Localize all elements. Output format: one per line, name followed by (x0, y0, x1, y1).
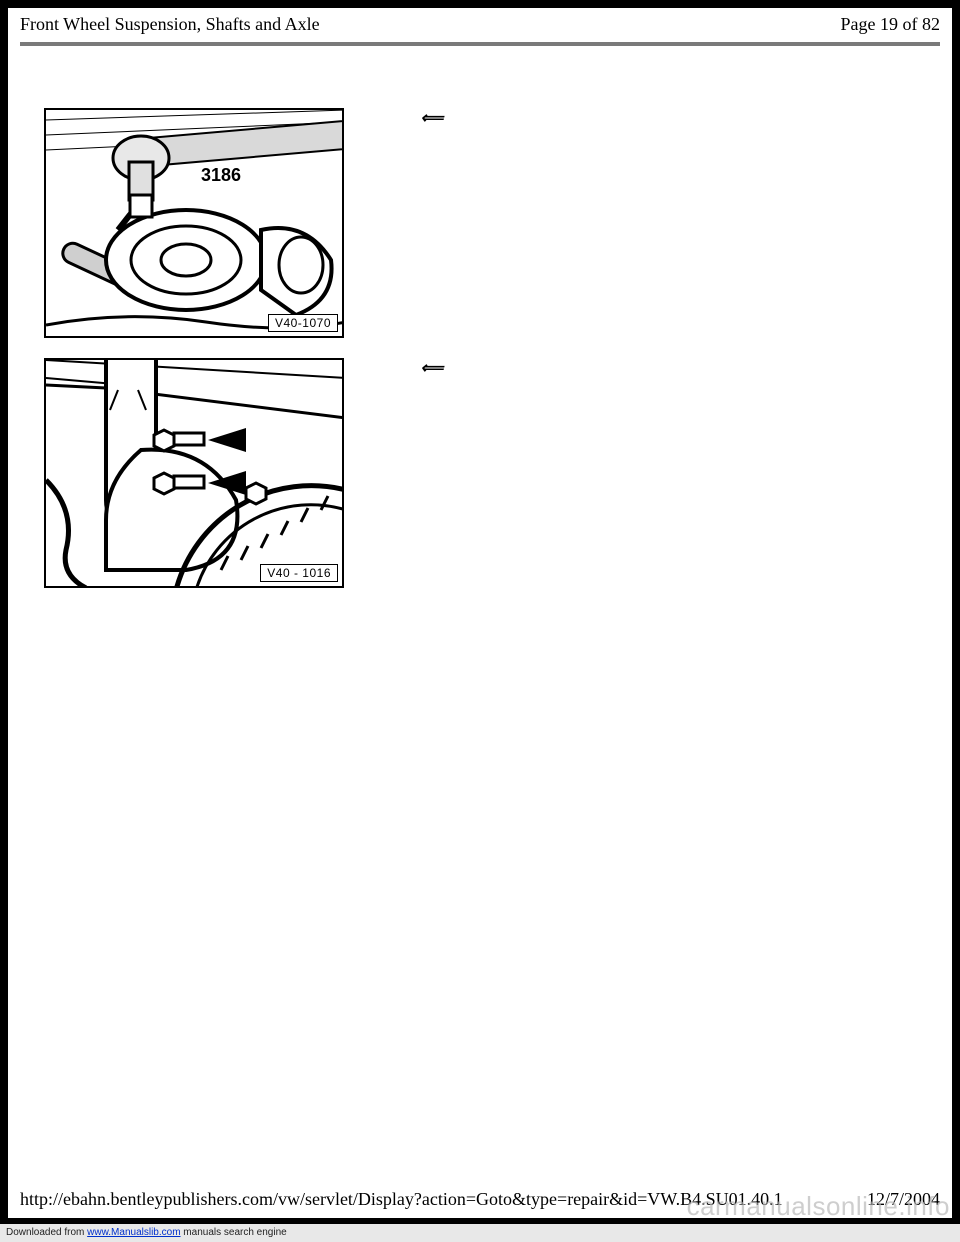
figure-1-svg (46, 110, 344, 338)
download-suffix: manuals search engine (181, 1227, 287, 1238)
arrow-icon: ⟸ (420, 358, 444, 378)
download-bar: Downloaded from www.Manualslib.com manua… (0, 1224, 960, 1242)
download-prefix: Downloaded from (6, 1227, 87, 1238)
figure-row-1: 3186 V40-1070 ⟸ (8, 108, 952, 338)
figure-1-caption: V40-1070 (268, 314, 338, 332)
figure-2-svg (46, 360, 344, 588)
footer-url: http://ebahn.bentleypublishers.com/vw/se… (20, 1189, 783, 1210)
instruction-2: ⟸ (414, 358, 444, 378)
arrow-icon: ⟸ (420, 108, 444, 128)
figure-1-tool-label: 3186 (201, 165, 241, 186)
figure-1: 3186 V40-1070 (44, 108, 344, 338)
header-page-label: Page 19 of 82 (841, 14, 940, 35)
header-row: Front Wheel Suspension, Shafts and Axle … (20, 14, 940, 35)
content-area: 3186 V40-1070 ⟸ (8, 108, 952, 608)
header-title: Front Wheel Suspension, Shafts and Axle (20, 14, 320, 35)
figure-2-caption: V40 - 1016 (260, 564, 338, 582)
page: Front Wheel Suspension, Shafts and Axle … (8, 8, 952, 1218)
download-link[interactable]: www.Manualslib.com (87, 1227, 180, 1238)
watermark: carmanualsonline.info (687, 1191, 950, 1222)
instruction-1: ⟸ (414, 108, 444, 128)
header-rule (20, 42, 940, 46)
figure-row-2: V40 - 1016 ⟸ (8, 358, 952, 588)
figure-2: V40 - 1016 (44, 358, 344, 588)
